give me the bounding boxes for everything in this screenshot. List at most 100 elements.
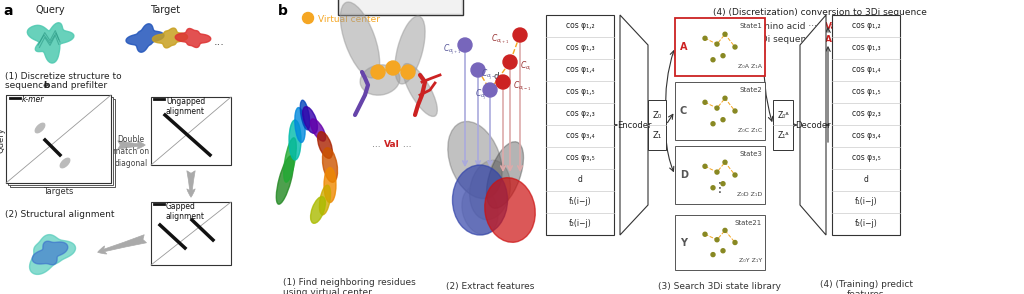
Circle shape [496, 75, 510, 89]
Circle shape [371, 65, 385, 79]
Ellipse shape [276, 156, 294, 204]
Text: cos φ₃,₄: cos φ₃,₄ [852, 131, 881, 141]
Text: Z₀: Z₀ [652, 111, 662, 119]
Text: (4) (Training) predict
features: (4) (Training) predict features [819, 280, 912, 294]
Text: Z₀A Z₁A: Z₀A Z₁A [738, 64, 762, 69]
Ellipse shape [35, 123, 45, 133]
Ellipse shape [340, 2, 380, 78]
Text: D: D [680, 170, 688, 180]
Text: a: a [3, 4, 12, 18]
Text: Z₀D Z₁D: Z₀D Z₁D [736, 192, 762, 197]
Ellipse shape [295, 108, 305, 142]
Text: Z₁ᴬ: Z₁ᴬ [777, 131, 788, 139]
FancyBboxPatch shape [675, 18, 765, 76]
Circle shape [715, 238, 719, 242]
Text: $C_{\alpha_j}$: $C_{\alpha_j}$ [475, 87, 487, 101]
Ellipse shape [289, 120, 301, 160]
Circle shape [458, 38, 472, 52]
Text: (4) (Discretization) conversion to 3Di sequence: (4) (Discretization) conversion to 3Di s… [713, 8, 927, 17]
Circle shape [703, 164, 707, 168]
Text: cos φ₂,₃: cos φ₂,₃ [852, 109, 881, 118]
Text: cos φ₃,₄: cos φ₃,₄ [565, 131, 594, 141]
Circle shape [302, 13, 313, 24]
Text: sequence: sequence [5, 81, 51, 90]
Text: 3Di sequence ···: 3Di sequence ··· [755, 35, 828, 44]
Text: Ungapped
alignment: Ungapped alignment [166, 97, 205, 116]
Circle shape [733, 109, 737, 113]
Ellipse shape [319, 185, 331, 215]
Circle shape [715, 42, 719, 46]
Text: cos φ₁,₅: cos φ₁,₅ [852, 88, 881, 96]
Text: State3: State3 [739, 151, 762, 157]
Ellipse shape [484, 178, 536, 242]
Circle shape [733, 240, 737, 245]
FancyBboxPatch shape [546, 15, 614, 235]
Text: f₂(i−j): f₂(i−j) [855, 220, 878, 228]
Polygon shape [28, 23, 74, 63]
Text: b: b [43, 81, 49, 90]
Circle shape [715, 106, 719, 110]
Circle shape [723, 32, 727, 36]
Text: f₁(i−j): f₁(i−j) [568, 198, 591, 206]
Text: Val: Val [384, 140, 399, 149]
Ellipse shape [402, 64, 437, 116]
Text: d: d [578, 176, 583, 185]
Text: cos φ₁,₃: cos φ₁,₃ [852, 44, 881, 53]
FancyBboxPatch shape [151, 97, 231, 165]
Circle shape [386, 61, 400, 75]
Circle shape [401, 65, 415, 79]
Text: cos φ₃,₅: cos φ₃,₅ [565, 153, 594, 163]
Text: Y: Y [680, 238, 687, 248]
Text: f₂(i−j): f₂(i−j) [568, 220, 592, 228]
FancyBboxPatch shape [10, 99, 115, 187]
Circle shape [711, 186, 715, 190]
Text: cos φ₁,₃: cos φ₁,₃ [565, 44, 594, 53]
Polygon shape [30, 235, 76, 274]
Circle shape [715, 170, 719, 174]
Text: Targets: Targets [43, 187, 73, 196]
Ellipse shape [300, 100, 309, 130]
Text: (2) Extract features: (2) Extract features [445, 282, 535, 291]
Text: f₁(i−j): f₁(i−j) [855, 198, 878, 206]
Text: $C_{\alpha_{j-1}}$: $C_{\alpha_{j-1}}$ [481, 67, 500, 81]
Circle shape [483, 83, 497, 97]
Circle shape [723, 228, 727, 232]
Text: ···: ··· [840, 22, 849, 31]
Ellipse shape [323, 148, 338, 182]
Text: $C_{\alpha_{j+1}}$: $C_{\alpha_{j+1}}$ [443, 42, 462, 56]
FancyBboxPatch shape [8, 97, 113, 185]
Text: d: d [863, 176, 868, 185]
Ellipse shape [462, 186, 498, 235]
Circle shape [503, 55, 517, 69]
Text: Target: Target [150, 5, 180, 15]
Text: ⋮: ⋮ [713, 181, 727, 195]
Text: cos φ₃,₅: cos φ₃,₅ [852, 153, 881, 163]
Polygon shape [175, 29, 211, 48]
Text: Query: Query [0, 127, 5, 153]
Text: d: d [494, 72, 500, 81]
Text: C: C [680, 106, 687, 116]
FancyBboxPatch shape [648, 100, 666, 150]
Ellipse shape [486, 142, 523, 208]
Circle shape [703, 232, 707, 236]
Circle shape [721, 249, 725, 253]
Circle shape [711, 253, 715, 257]
FancyBboxPatch shape [675, 146, 765, 204]
Circle shape [721, 54, 725, 58]
Text: State21: State21 [735, 220, 762, 226]
FancyBboxPatch shape [6, 95, 111, 183]
Polygon shape [153, 28, 187, 48]
Text: (2) Structural alignment: (2) Structural alignment [5, 210, 115, 219]
Circle shape [733, 173, 737, 177]
Text: ···: ··· [831, 35, 844, 44]
Text: Z₀ᴬ: Z₀ᴬ [777, 111, 788, 119]
Circle shape [733, 45, 737, 49]
Text: Z₀C Z₁C: Z₀C Z₁C [737, 128, 762, 133]
Text: cos φ₁,₅: cos φ₁,₅ [565, 88, 594, 96]
Ellipse shape [310, 119, 326, 141]
Text: A: A [825, 35, 831, 44]
Polygon shape [620, 15, 648, 235]
Text: State2: State2 [739, 87, 762, 93]
Text: k-mer: k-mer [22, 95, 44, 104]
Ellipse shape [303, 107, 317, 133]
